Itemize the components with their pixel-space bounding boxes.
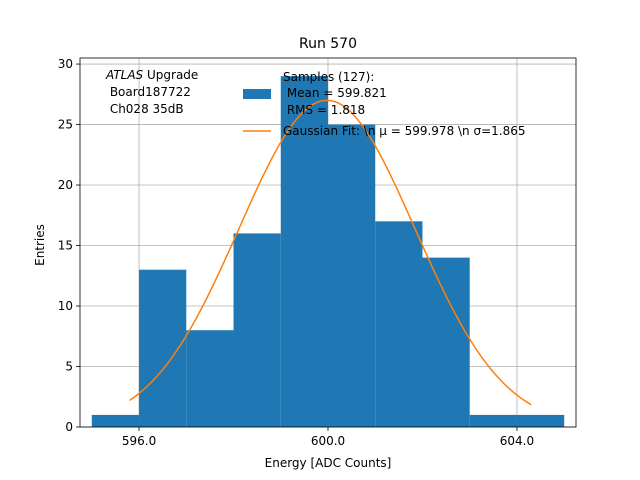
legend-hist-swatch [243, 89, 271, 99]
gaussian-fit-curve [129, 99, 532, 406]
x-tick-label: 600.0 [311, 434, 345, 448]
y-axis-title: Entries [33, 224, 47, 266]
x-axis-title: Energy [ADC Counts] [265, 456, 392, 470]
histogram-bar [139, 269, 187, 427]
legend: Samples (127): Mean = 599.821 RMS = 1.81… [243, 70, 526, 138]
histogram-bar [186, 330, 234, 427]
y-tick-label: 15 [58, 239, 73, 253]
histogram-bar [469, 414, 517, 427]
y-tick-label: 25 [58, 118, 73, 132]
histogram-bar [375, 221, 423, 427]
y-tick-label: 30 [58, 57, 73, 71]
legend-hist-mean: Mean = 599.821 [283, 86, 387, 100]
legend-hist-rms: RMS = 1.818 [283, 103, 365, 117]
histogram-bar [422, 257, 470, 427]
y-tick-label: 10 [58, 299, 73, 313]
histogram-bar [233, 233, 281, 427]
legend-fit-label: Gaussian Fit: \n μ = 599.978 \n σ=1.865 [283, 124, 526, 138]
legend-hist-title: Samples (127): [283, 70, 374, 84]
y-tick-label: 5 [65, 360, 73, 374]
histogram-bar [280, 76, 328, 428]
chart-title: Run 570 [299, 36, 357, 52]
histogram-bar [91, 414, 140, 427]
x-tick-label: 596.0 [122, 434, 156, 448]
y-tick-label: 20 [58, 178, 73, 192]
y-tick-label: 0 [65, 420, 73, 434]
x-tick-label: 604.0 [500, 434, 534, 448]
histogram-bars [91, 76, 565, 428]
axis-ticks: 596.0 600.0 604.0 0 5 10 15 20 25 30 [58, 57, 534, 448]
atlas-annotation: ATLAS Upgrade Board187722 Ch028 35dB [105, 68, 198, 116]
channel-label: Ch028 35dB [106, 102, 184, 116]
atlas-label: ATLAS Upgrade [105, 68, 198, 82]
histogram-bar [516, 414, 565, 427]
histogram-bar [328, 124, 376, 427]
board-label: Board187722 [106, 85, 191, 99]
